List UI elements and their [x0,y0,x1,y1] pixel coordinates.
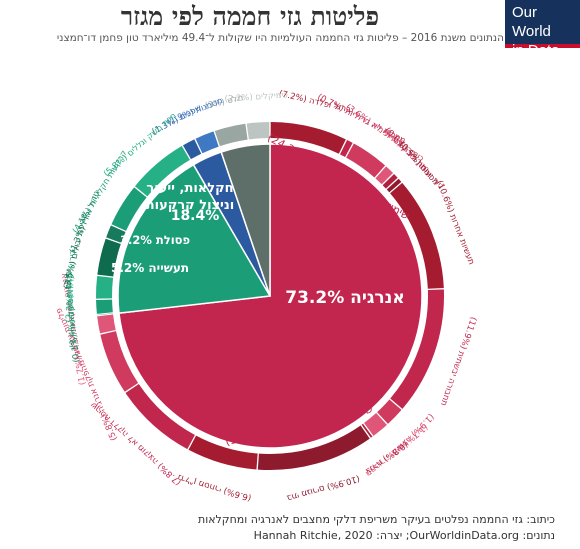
subsector-label: בירוא יערות (2.2%) [64,249,78,323]
subsector-label: נדל"ן מסחרי (6.6%) [176,472,252,503]
pie-slice-industry [220,143,271,297]
owid-logo[interactable]: Our World in Data [505,0,580,59]
subsector-label: תעשיות אחרות (10.6%) [434,179,476,266]
pie-label-waste: פסולת 3.2% [120,233,190,247]
subsector-label: כימיקלים (2.2%) [224,90,288,104]
ring-segment-agriculture [97,313,113,316]
ring-segment-energy [361,423,373,438]
ring-segment-energy [386,178,402,193]
ring-segment-industry [214,123,248,147]
ring-segment-energy [125,384,195,450]
ring-segment-waste [182,139,202,160]
logo-line-2: in Data [512,42,560,59]
footer-note: כיתוב: גזי החממה נפלטים בעיקר משריפת דלק… [197,513,555,526]
subsector-label: צנרת (0.3%) [363,439,409,476]
subsector-label: תחבורה יבשתית (11.9%) [438,315,478,407]
logo-line-1: Our World [512,4,551,40]
ring-segment-energy [364,413,387,436]
ring-segment-energy [188,435,258,470]
ring-segment-industry [246,122,270,140]
ring-segment-energy [382,173,398,189]
ring-segment-energy [390,289,444,409]
ring-segment-energy [257,425,370,470]
pie-label-agriculture-name-2: וניצול קרקעות [146,198,235,213]
ring-segment-energy [377,399,402,424]
footer-source: נתונים: OurWorldinData.org; יצרה: Hannah… [253,529,555,542]
chart-title: פליטות גזי חממה לפי מגזר [120,2,380,31]
ring-segment-agriculture [97,238,121,277]
ring-segment-energy [339,140,353,157]
pie-label-industry: תעשייה 5.2% [111,261,189,275]
chart-footer: כיתוב: גזי החממה נפלטים בעיקר משריפת דלק… [160,512,555,544]
subsector-label: שרות ומטעים (1.4%) [64,269,79,348]
ring-segment-energy [375,166,394,185]
ring-segment-agriculture [111,187,147,231]
ring-segment-energy [270,122,346,154]
ring-segment-energy [390,182,444,289]
subsector-label: מכונות (0.5%) [397,140,441,188]
pie-label-agriculture: 18.4% [171,208,220,224]
subsector-label: בתי מגורים (10.9%) [285,473,360,503]
pie-slice-agriculture [117,163,272,314]
subsector-label: מטמנות (1.9%) [166,96,225,128]
ring-segment-energy [97,314,116,334]
ring-segment-waste [195,131,219,154]
pie-label-agriculture-name-1: חקלאות, ייעור [146,181,233,196]
ring-segment-agriculture [106,225,126,243]
ring-segment-energy [346,143,386,178]
ring-segment-agriculture [96,299,113,314]
ring-segment-agriculture [95,275,114,299]
ring-segment-energy [100,331,139,392]
pie-label-energy: אנרגיה 73.2% [285,288,405,308]
chart-subtitle: הנתונים משנת 2016 – פליטות גזי החממה העו… [56,32,504,44]
ring-segment-agriculture [134,146,190,197]
